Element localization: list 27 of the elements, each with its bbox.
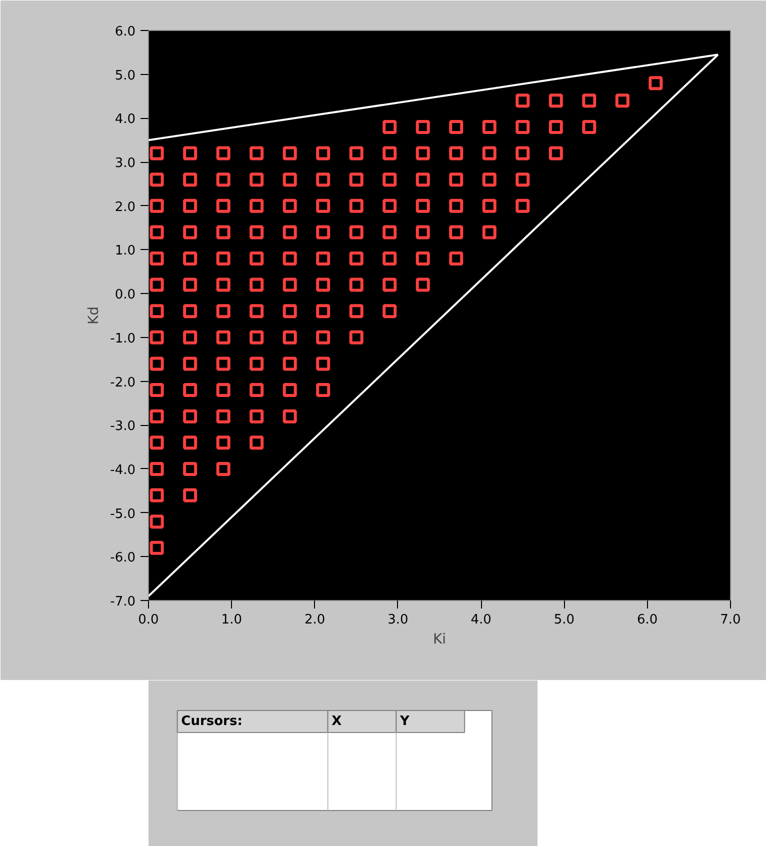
y-tick-label: -6.0 [110,550,136,566]
x-tick-label: 7.0 [720,612,741,628]
y-tick-label: 0.0 [114,288,136,303]
y-tick-label: 2.0 [114,200,136,215]
text: X [332,714,342,729]
x-tick-label: 6.0 [637,612,658,628]
x-tick-label: 3.0 [388,612,408,628]
x-tick-label: 1.0 [221,612,242,628]
x-tick-label: 5.0 [554,612,575,628]
y-tick-label: -1.0 [110,331,136,346]
y-tick-label: 5.0 [114,68,136,84]
y-tick-label: 4.0 [114,112,136,128]
x-tick-label: 0.0 [138,612,159,628]
y-tick-label: -3.0 [110,419,136,434]
y-tick-label: -2.0 [110,375,136,390]
x-tick-label: 2.0 [304,612,326,628]
y-tick-label: -5.0 [110,506,136,522]
y-tick-label: 1.0 [114,244,136,259]
y-tick-label: 6.0 [114,24,136,40]
text: Y [398,714,410,729]
text: Cursors: [181,714,242,729]
y-axis-title: Kd [86,306,102,325]
y-tick-label: -4.0 [110,462,136,478]
x-axis-title: Ki [432,632,446,648]
y-tick-label: -7.0 [110,594,136,610]
x-tick-label: 4.0 [470,612,492,628]
y-tick-label: 3.0 [114,156,136,172]
